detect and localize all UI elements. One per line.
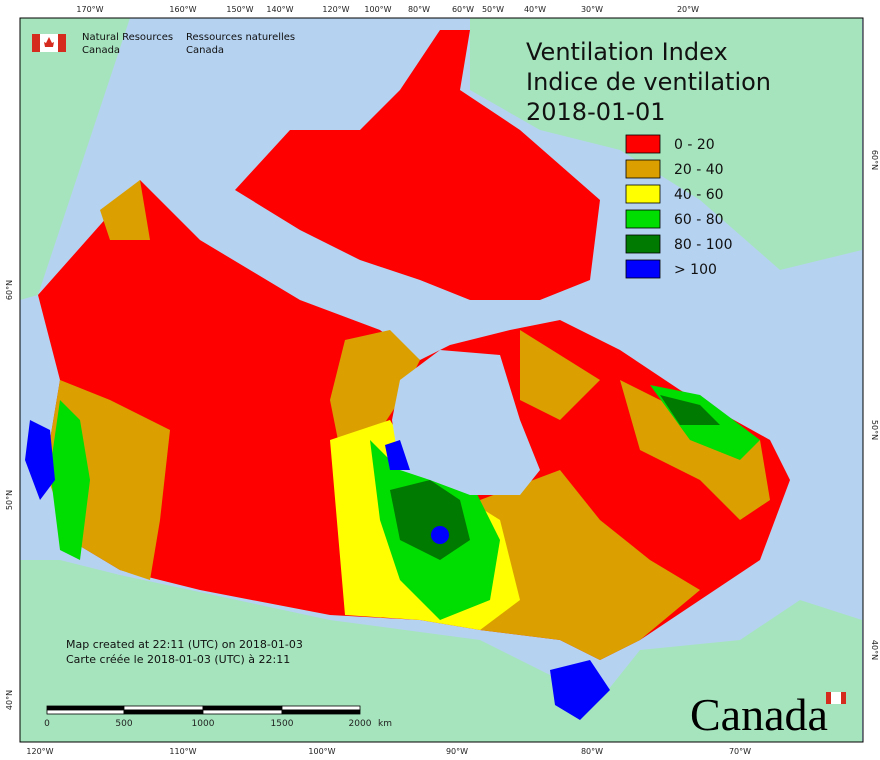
arctic-islands <box>235 30 600 300</box>
zone-orange-yukon <box>100 180 150 240</box>
graticule-label: 140°W <box>266 5 293 14</box>
land-base <box>20 18 862 742</box>
scale-segment <box>123 705 204 711</box>
graticule-label: 70°W <box>729 747 751 756</box>
graticule-label: 50°N <box>5 490 14 510</box>
graticule-label: 170°W <box>76 5 103 14</box>
zone-darkgreen-labrador <box>660 395 720 425</box>
legend-label: 60 - 80 <box>674 212 724 228</box>
legend-label: 40 - 60 <box>674 187 724 203</box>
legend-swatch <box>625 209 661 229</box>
graticule-label: 120°W <box>322 5 349 14</box>
flag-bar <box>32 34 40 52</box>
logo-text: Canada <box>82 45 120 56</box>
greenland <box>470 18 862 270</box>
legend-swatch <box>625 259 661 279</box>
graticule-label: 40°N <box>5 690 14 710</box>
graticule-label: 50°N <box>870 420 879 440</box>
graticule-label: 60°W <box>452 5 474 14</box>
logo-text: Ressources naturelles <box>186 32 295 43</box>
title: 2018-01-01 <box>526 98 665 126</box>
graticule-label: 50°W <box>482 5 504 14</box>
footer-text: Map created at 22:11 (UTC) on 2018-01-03 <box>66 638 303 651</box>
scale-label: 1000 <box>192 719 215 729</box>
legend-label: 80 - 100 <box>674 237 733 253</box>
legend-label: 20 - 40 <box>674 162 724 178</box>
zone-orange-quebec <box>480 470 700 660</box>
graticule-label: 90°W <box>446 747 468 756</box>
graticule-label: 100°W <box>364 5 391 14</box>
graticule-label: 30°W <box>581 5 603 14</box>
graticule-label: 100°W <box>308 747 335 756</box>
scale-segment <box>202 709 283 715</box>
alaska-land <box>20 18 130 300</box>
flag-bar <box>58 34 66 52</box>
index-zones <box>25 30 790 720</box>
logo-text: Canada <box>186 45 224 56</box>
scale-label: 0 <box>44 719 50 729</box>
scale-unit: km <box>378 719 392 729</box>
graticule-labels: 170°W 160°W 150°W 140°W 120°W 100°W 80°W 60°W 50… <box>5 5 879 756</box>
scale-segment <box>202 705 283 711</box>
graticule-label: 40°W <box>524 5 546 14</box>
legend-label: > 100 <box>674 262 717 278</box>
scale-label: 500 <box>115 719 132 729</box>
legend-swatch <box>625 159 661 179</box>
scale-segment <box>281 709 361 715</box>
zone-blue-hudson <box>385 440 410 470</box>
flag-leaf <box>44 37 54 47</box>
scale-label: 2000 <box>349 719 372 729</box>
legend-swatch <box>625 234 661 254</box>
title: Ventilation Index <box>526 38 728 66</box>
wordmark-flag-center <box>831 692 841 704</box>
zone-blue-coast <box>25 420 55 500</box>
scale-label: 1500 <box>271 719 294 729</box>
graticule-label: 110°W <box>169 747 196 756</box>
canada-wordmark: Canada <box>690 689 846 740</box>
zone-orange-manitoba <box>330 330 420 450</box>
zone-green-coast <box>50 400 90 560</box>
graticule-label: 80°W <box>581 747 603 756</box>
zone-orange-labrador <box>620 380 770 520</box>
wordmark: Canada <box>690 689 828 740</box>
logo-text: Natural Resources <box>82 32 173 43</box>
legend: 0 - 20 20 - 40 40 - 60 60 - 80 80 - 100 > 100 <box>625 134 733 279</box>
graticule-label: 40°N <box>870 640 879 660</box>
legend-label: 0 - 20 <box>674 137 715 153</box>
legend-swatch <box>625 134 661 154</box>
graticule-label: 160°W <box>169 5 196 14</box>
scale-segment <box>46 705 125 711</box>
scale-segment <box>123 709 204 715</box>
nrcan-logo: Natural Resources Canada Ressources natu… <box>32 32 295 56</box>
hudson-bay <box>392 350 540 495</box>
zone-orange-ungava <box>520 330 600 420</box>
zone-blue-ontario <box>431 526 449 544</box>
scale-segment <box>46 709 125 715</box>
zone-blue-south-ontario <box>550 660 610 720</box>
graticule-label: 120°W <box>26 747 53 756</box>
footer-text: Carte créée le 2018-01-03 (UTC) à 22:11 <box>66 653 290 666</box>
scale-bar: 0 500 1000 1500 2000 km <box>44 705 392 729</box>
usa-land <box>20 560 862 742</box>
scale-segment <box>281 705 361 711</box>
graticule-label: 60°N <box>5 280 14 300</box>
graticule-label: 60°N <box>870 150 879 170</box>
graticule-label: 20°W <box>677 5 699 14</box>
graticule-label: 80°W <box>408 5 430 14</box>
title: Indice de ventilation <box>526 68 771 96</box>
zone-darkgreen <box>390 480 470 560</box>
legend-swatch <box>625 184 661 204</box>
map-frame <box>19 17 864 743</box>
graticule-label: 150°W <box>226 5 253 14</box>
